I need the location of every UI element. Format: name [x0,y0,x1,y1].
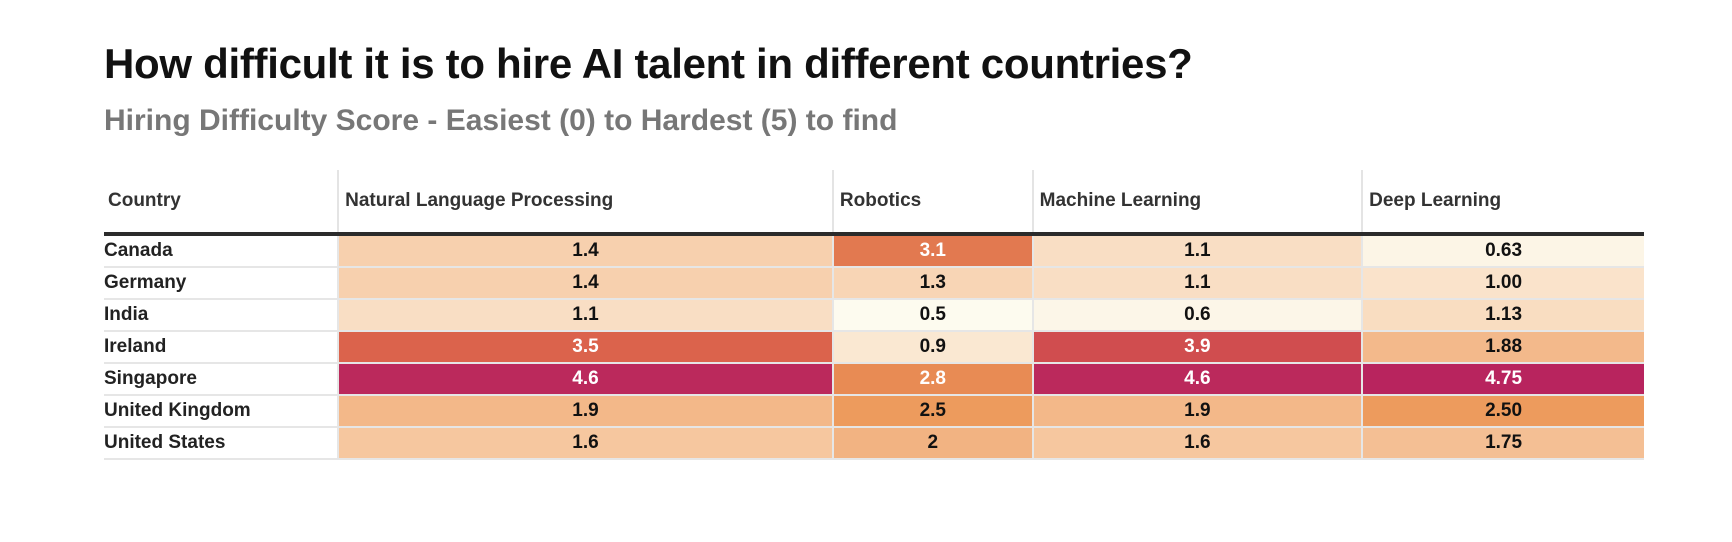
chart-subtitle: Hiring Difficulty Score - Easiest (0) to… [104,104,898,137]
heatmap-cell: 1.00 [1361,267,1644,300]
heatmap-cell: 3.9 [1031,331,1363,364]
heatmap-cell: 0.9 [831,331,1033,364]
heatmap-cell: 2 [831,427,1033,460]
heatmap-cell: 3.5 [337,331,833,364]
row-label-country: Germany [104,267,339,300]
table-row: Singapore 4.6 2.8 4.6 4.75 [104,363,1644,396]
column-header-deep-learning: Deep Learning [1361,170,1644,236]
heatmap-cell: 3.1 [831,234,1033,268]
heatmap-cell: 1.1 [337,299,833,332]
heatmap-cell: 1.4 [337,234,833,268]
heatmap-cell: 1.6 [337,427,833,460]
row-label-country: United States [104,427,339,460]
heatmap-cell: 4.6 [337,363,833,396]
heatmap-cell: 0.5 [831,299,1033,332]
table-row: Ireland 3.5 0.9 3.9 1.88 [104,331,1644,364]
heatmap-cell: 1.88 [1361,331,1644,364]
heatmap-cell: 1.1 [1031,267,1363,300]
column-header-country: Country [104,170,339,236]
row-label-country: India [104,299,339,332]
chart-title: How difficult it is to hire AI talent in… [104,40,1193,87]
heatmap-cell: 1.9 [1031,395,1363,428]
heatmap-cell: 1.3 [831,267,1033,300]
heatmap-cell: 4.75 [1361,363,1644,396]
row-label-country: Canada [104,234,339,268]
heatmap-cell: 1.1 [1031,234,1363,268]
heatmap-cell: 1.6 [1031,427,1363,460]
heatmap-cell: 1.4 [337,267,833,300]
table-row: United States 1.6 2 1.6 1.75 [104,427,1644,460]
table-row: India 1.1 0.5 0.6 1.13 [104,299,1644,332]
table-row: Germany 1.4 1.3 1.1 1.00 [104,267,1644,300]
heatmap-cell: 1.13 [1361,299,1644,332]
heatmap-cell: 1.75 [1361,427,1644,460]
heatmap-cell: 4.6 [1031,363,1363,396]
row-label-country: United Kingdom [104,395,339,428]
heatmap-cell: 1.9 [337,395,833,428]
heatmap-cell: 2.5 [831,395,1033,428]
heatmap-table: Country Natural Language Processing Robo… [104,170,1644,460]
table-row: United Kingdom 1.9 2.5 1.9 2.50 [104,395,1644,428]
row-label-country: Ireland [104,331,339,364]
column-header-nlp: Natural Language Processing [337,170,833,236]
column-header-robotics: Robotics [831,170,1033,236]
table-row: Canada 1.4 3.1 1.1 0.63 [104,234,1644,268]
heatmap-cell: 0.63 [1361,234,1644,268]
heatmap-cell: 2.8 [831,363,1033,396]
heatmap-cell: 2.50 [1361,395,1644,428]
row-label-country: Singapore [104,363,339,396]
heatmap-body: Canada 1.4 3.1 1.1 0.63 Germany 1.4 1.3 1.1 1.00 I… [104,234,1644,460]
heatmap-cell: 0.6 [1031,299,1363,332]
header-row: Country Natural Language Processing Robo… [104,170,1644,236]
column-header-machine-learning: Machine Learning [1031,170,1363,236]
